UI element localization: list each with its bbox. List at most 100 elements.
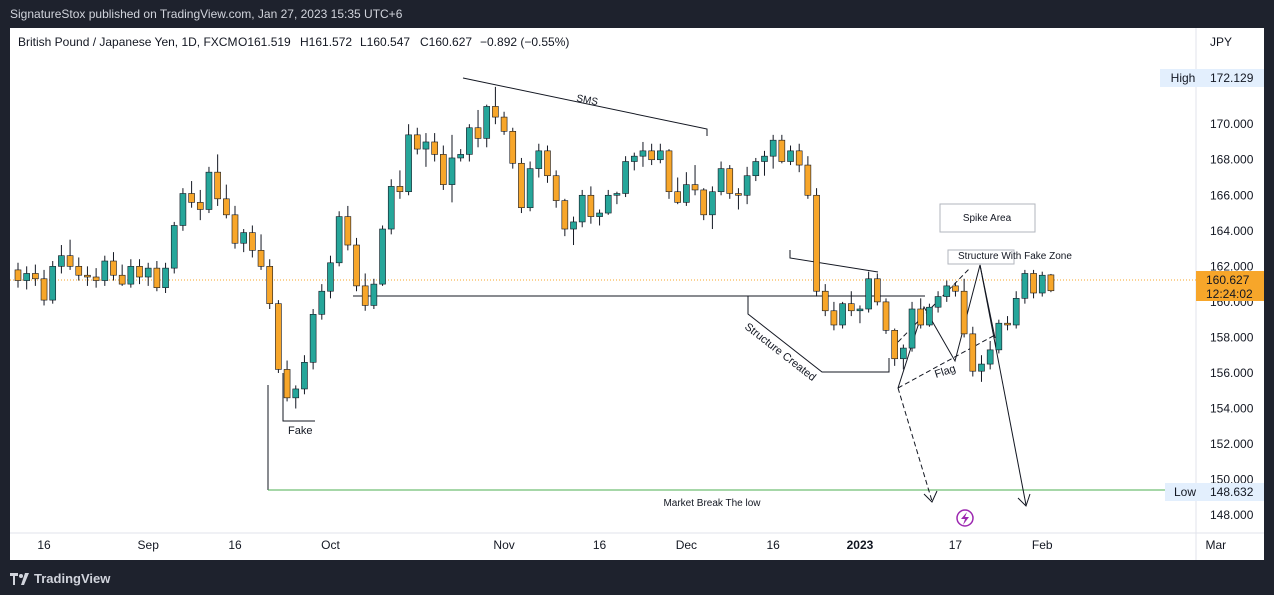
candle[interactable] (544, 145, 551, 183)
candle[interactable] (604, 189, 612, 215)
candle[interactable] (318, 284, 326, 320)
candle[interactable] (396, 170, 404, 199)
candle[interactable] (448, 134, 456, 203)
candle[interactable] (370, 278, 378, 309)
candle[interactable] (492, 86, 499, 125)
drawings[interactable] (267, 77, 1196, 507)
candle[interactable] (561, 198, 569, 237)
candle[interactable] (995, 319, 1003, 354)
candle[interactable] (821, 284, 829, 317)
candle[interactable] (361, 273, 369, 311)
candle[interactable] (266, 259, 274, 309)
candle[interactable] (335, 211, 343, 267)
candle[interactable] (110, 252, 117, 281)
candle[interactable] (309, 308, 317, 370)
candle[interactable] (596, 209, 603, 226)
candle[interactable] (257, 234, 265, 270)
candle[interactable] (847, 291, 855, 317)
candle[interactable] (526, 161, 534, 212)
candle[interactable] (752, 157, 760, 182)
candles[interactable] (14, 86, 1055, 409)
candle[interactable] (440, 145, 447, 190)
candle[interactable] (58, 245, 65, 274)
candle[interactable] (422, 133, 430, 167)
candle[interactable] (1030, 269, 1037, 299)
candle[interactable] (170, 221, 178, 274)
candle[interactable] (1047, 273, 1055, 293)
candle[interactable] (743, 166, 751, 205)
candle[interactable] (804, 156, 812, 199)
flag-dashed-lower[interactable] (897, 334, 996, 389)
candle[interactable] (292, 385, 300, 409)
candle[interactable] (908, 301, 916, 352)
candle[interactable] (101, 255, 109, 286)
candle[interactable] (240, 229, 247, 253)
candle[interactable] (249, 225, 256, 258)
candle[interactable] (639, 141, 647, 167)
candle[interactable] (49, 261, 57, 304)
fake-marker[interactable] (282, 373, 315, 422)
candle[interactable] (118, 264, 126, 286)
candle[interactable] (960, 278, 968, 338)
candle[interactable] (630, 152, 638, 171)
candle[interactable] (882, 298, 890, 334)
candle[interactable] (500, 111, 508, 135)
chart-panel[interactable]: British Pound / Japanese Yen, 1D, FXCM O… (10, 28, 1264, 560)
candle[interactable] (613, 191, 621, 205)
candle[interactable] (726, 165, 734, 199)
candle[interactable] (926, 303, 933, 327)
candle[interactable] (162, 262, 169, 293)
candle[interactable] (301, 355, 308, 395)
candle[interactable] (735, 188, 742, 210)
candle[interactable] (674, 177, 681, 205)
candle[interactable] (1021, 269, 1029, 304)
candle[interactable] (813, 188, 820, 297)
candle[interactable] (1004, 316, 1011, 331)
candle[interactable] (144, 262, 152, 286)
candle[interactable] (787, 145, 794, 166)
candle[interactable] (405, 124, 412, 196)
candle[interactable] (952, 282, 959, 297)
candle[interactable] (657, 143, 664, 164)
candle[interactable] (795, 143, 803, 173)
candle[interactable] (231, 205, 239, 249)
projection-dashed-arrowhead[interactable] (923, 490, 938, 503)
candle[interactable] (518, 157, 525, 214)
candle[interactable] (40, 269, 48, 306)
candle[interactable] (275, 300, 282, 373)
candle[interactable] (23, 266, 30, 290)
candle[interactable] (483, 104, 491, 148)
candle[interactable] (431, 133, 438, 162)
candle[interactable] (92, 268, 100, 288)
candle[interactable] (622, 156, 629, 198)
lightning-event-icon[interactable] (956, 509, 974, 527)
candle[interactable] (917, 298, 925, 329)
candle[interactable] (509, 127, 517, 169)
candle[interactable] (84, 266, 91, 286)
candle[interactable] (466, 124, 473, 162)
price-chart[interactable]: British Pound / Japanese Yen, 1D, FXCM O… (10, 28, 1264, 560)
candle[interactable] (839, 301, 846, 329)
candle[interactable] (665, 149, 673, 199)
candle[interactable] (986, 340, 994, 370)
projection-dashed-arrow[interactable] (897, 387, 933, 502)
candle[interactable] (865, 271, 872, 313)
tradingview-logo[interactable]: TradingView (10, 571, 110, 586)
candle[interactable] (856, 305, 864, 324)
candle[interactable] (900, 344, 907, 370)
candle[interactable] (969, 326, 977, 377)
candle[interactable] (283, 360, 291, 402)
candle[interactable] (978, 355, 985, 382)
candle[interactable] (205, 166, 213, 214)
candle[interactable] (709, 186, 716, 230)
candle[interactable] (32, 264, 39, 286)
candle[interactable] (387, 179, 395, 235)
candle[interactable] (379, 225, 386, 286)
candle[interactable] (778, 134, 786, 164)
candle[interactable] (943, 280, 951, 302)
projection-solid-arrow[interactable] (979, 264, 1027, 506)
candle[interactable] (1012, 291, 1020, 329)
candle[interactable] (14, 262, 22, 288)
candle[interactable] (223, 184, 230, 219)
candle[interactable] (700, 188, 708, 221)
